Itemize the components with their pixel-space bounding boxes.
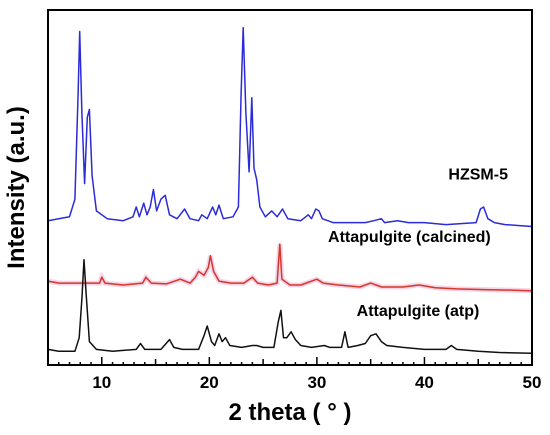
x-tick-label: 20	[200, 373, 219, 392]
x-tick-label: 30	[307, 373, 326, 392]
series-line-1	[47, 243, 533, 292]
x-tick-label: 10	[92, 373, 111, 392]
series-label-1: Attapulgite (calcined)	[328, 229, 491, 246]
tick-layer	[58, 357, 522, 365]
x-tick-label: 50	[523, 373, 542, 392]
series-line-0	[47, 26, 533, 228]
x-tick-label: 40	[415, 373, 434, 392]
series-label-2: Attapulgite (atp)	[357, 303, 480, 320]
series-line-2	[47, 258, 533, 355]
annotation-layer: HZSM-5 Attapulgite (calcined) Attapulgite …	[328, 167, 508, 321]
series-label-0: HZSM-5	[448, 167, 508, 184]
plot-frame	[47, 9, 533, 366]
ticklabel-layer: 10 20 30 40 50	[92, 373, 541, 392]
series-layer	[47, 26, 533, 355]
y-axis-title: Intensity (a.u.)	[3, 106, 30, 269]
x-axis-title: 2 theta ( ° )	[229, 399, 352, 426]
